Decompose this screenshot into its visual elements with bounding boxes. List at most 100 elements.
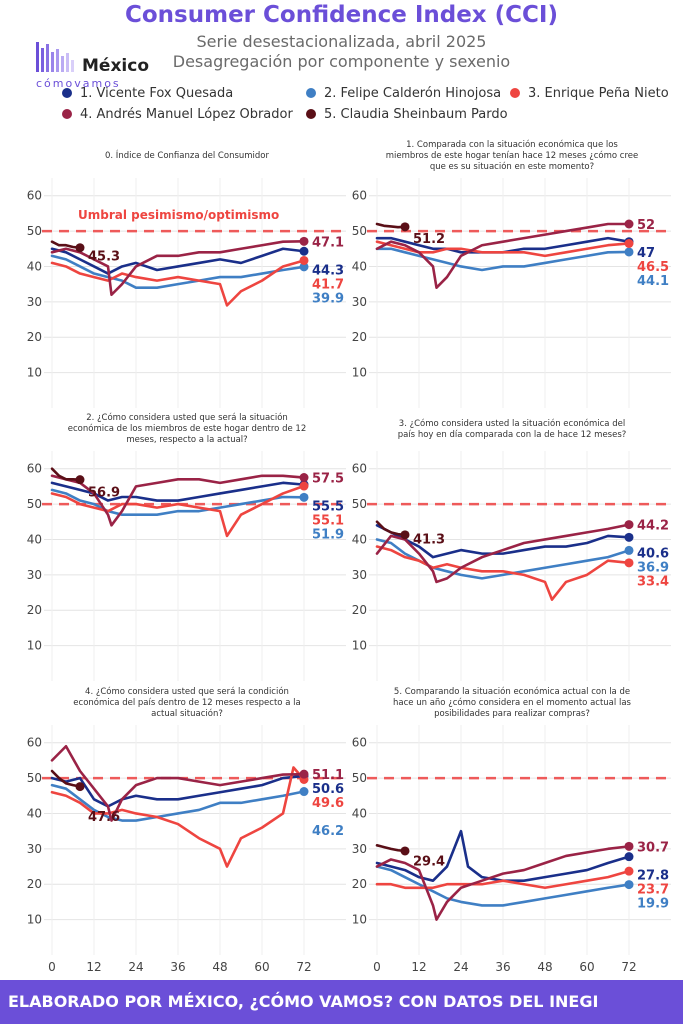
series-end-label-0: 50.6 — [312, 782, 344, 797]
chart-panel-1: 1. Comparada con la situación económica … — [352, 139, 671, 408]
series-line-2 — [50, 484, 306, 538]
chart-title-line: económica de los miembros de este hogar … — [68, 423, 306, 434]
series-end-label-1: 36.9 — [637, 561, 669, 576]
y-tick-label: 20 — [27, 877, 42, 891]
legend-dot-icon — [306, 109, 316, 119]
chart-title-line: 4. ¿Cómo considera usted que será la con… — [85, 686, 289, 697]
chart-title-line: 2. ¿Cómo considera usted que será la sit… — [86, 412, 288, 423]
series-end-point-1 — [299, 787, 309, 797]
series-end-label-0: 55.5 — [312, 500, 344, 515]
series-end-label-2: 33.4 — [637, 575, 669, 590]
series-line-3 — [50, 240, 306, 297]
series-end-label-4: 47.6 — [88, 810, 120, 825]
series-end-point-3 — [299, 236, 309, 246]
chart-panel-4: 4. ¿Cómo considera usted que será la con… — [27, 686, 346, 974]
series-line-1 — [50, 488, 306, 516]
logo-tagline: cómovamos — [36, 77, 121, 90]
series-end-point-0 — [299, 246, 309, 256]
series-end-point-1 — [299, 492, 309, 502]
series-line-0 — [375, 829, 631, 882]
legend-item-amlo: 4. Andrés Manuel López Obrador — [62, 107, 293, 122]
chart-title-line: 1. Comparada con la situación económica … — [406, 139, 618, 150]
series-end-label-1: 39.9 — [312, 291, 344, 306]
y-tick-label: 60 — [352, 736, 367, 750]
chart-title-line: posibilidades para realizar compras? — [434, 709, 590, 719]
y-tick-label: 50 — [352, 771, 367, 785]
series-line-3 — [375, 845, 631, 921]
y-tick-label: 30 — [352, 842, 367, 856]
y-tick-label: 40 — [27, 532, 42, 546]
series-line-2 — [375, 545, 631, 601]
y-tick-label: 20 — [27, 330, 42, 344]
y-tick-label: 40 — [352, 532, 367, 546]
page-subtitle: Serie desestacionalizada, abril 2025 — [196, 32, 487, 51]
series-end-point-0 — [624, 852, 634, 862]
x-tick-label: 60 — [254, 960, 269, 974]
series-end-point-3 — [299, 769, 309, 779]
series-end-label-0: 40.6 — [637, 547, 669, 562]
series-end-point-3 — [624, 520, 634, 530]
series-line-1 — [375, 247, 631, 272]
x-tick-label: 72 — [621, 960, 636, 974]
y-tick-label: 30 — [352, 295, 367, 309]
series-line-4 — [375, 844, 407, 853]
x-tick-label: 0 — [373, 960, 381, 974]
series-line-2 — [50, 766, 306, 868]
series-line-0 — [50, 774, 306, 808]
series-end-point-2 — [299, 255, 309, 265]
series-line-1 — [375, 538, 631, 580]
series-end-label-2: 41.7 — [312, 277, 344, 292]
series-line-3 — [50, 474, 306, 527]
series-end-point-1 — [624, 247, 634, 257]
x-tick-label: 24 — [128, 960, 143, 974]
y-tick-label: 20 — [352, 603, 367, 617]
chart-panel-0: 0. Índice de Confianza del Consumidor 10 2… — [27, 149, 346, 408]
logo: México cómovamos — [36, 40, 156, 90]
series-line-3 — [375, 523, 631, 584]
y-tick-label: 50 — [352, 224, 367, 238]
y-tick-label: 20 — [352, 877, 367, 891]
y-tick-label: 10 — [27, 913, 42, 927]
legend-label: 5. Claudia Sheinbaum Pardo — [324, 107, 508, 122]
x-tick-label: 72 — [296, 960, 311, 974]
series-end-label-4: 51.2 — [413, 232, 445, 247]
x-tick-label: 12 — [86, 960, 101, 974]
legend-dot-icon — [62, 88, 72, 98]
y-tick-label: 10 — [352, 366, 367, 380]
chart-title-line: país hoy en día comparada con la de hace… — [398, 430, 627, 440]
y-tick-label: 30 — [27, 295, 42, 309]
legend-dot-icon — [306, 88, 316, 98]
series-end-label-3: 51.1 — [312, 768, 344, 783]
chart-title-line: 5. Comparando la situación económica act… — [394, 686, 630, 697]
legend-dot-icon — [62, 109, 72, 119]
series-end-label-4: 45.3 — [88, 249, 120, 264]
series-line-0 — [375, 524, 631, 559]
series-line-2 — [50, 259, 306, 307]
y-tick-label: 30 — [27, 568, 42, 582]
y-tick-label: 50 — [27, 224, 42, 238]
series-end-point-2 — [624, 866, 634, 876]
series-end-label-2: 46.5 — [637, 260, 669, 275]
legend-label: 2. Felipe Calderón Hinojosa — [324, 86, 502, 101]
y-tick-label: 30 — [352, 568, 367, 582]
series-end-label-1: 46.2 — [312, 824, 344, 839]
series-end-label-1: 19.9 — [637, 896, 669, 911]
chart-title-line: hace un año ¿cómo considera en el moment… — [393, 697, 631, 708]
series-end-label-3: 47.1 — [312, 235, 344, 250]
legend-label: 1. Vicente Fox Quesada — [80, 86, 234, 101]
series-line-1 — [375, 865, 631, 907]
series-end-point-4 — [400, 846, 410, 856]
series-end-point-4 — [75, 475, 85, 485]
charts-area: 0. Índice de Confianza del Consumidor 10 2… — [27, 139, 671, 974]
series-line-0 — [50, 247, 306, 275]
series-end-label-2: 49.6 — [312, 796, 344, 811]
y-tick-label: 60 — [352, 189, 367, 203]
series-end-point-2 — [624, 238, 634, 248]
series-end-label-0: 27.8 — [637, 868, 669, 883]
series-end-label-3: 44.2 — [637, 519, 669, 534]
series-line-4 — [375, 222, 407, 229]
chart-title-line: 3. ¿Cómo considera usted la situación ec… — [399, 418, 625, 429]
y-tick-label: 40 — [27, 259, 42, 273]
legend-item-fox: 1. Vicente Fox Quesada — [62, 86, 233, 101]
series-end-point-4 — [75, 782, 85, 792]
